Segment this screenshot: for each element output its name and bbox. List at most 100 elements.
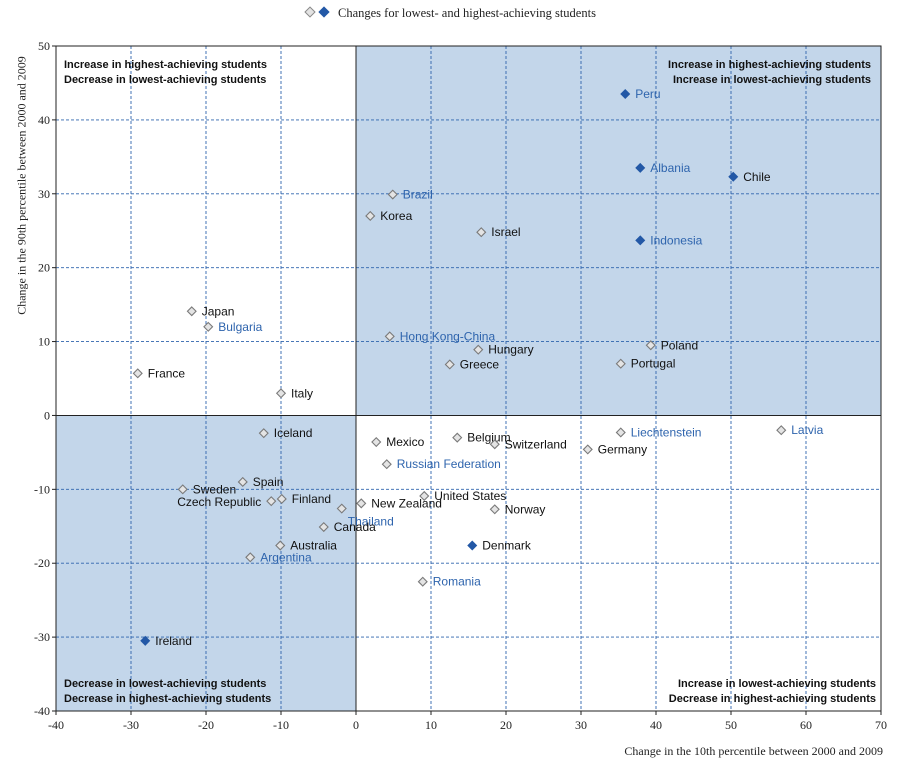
y-tick-label: 30 [38, 187, 50, 201]
point-label-brazil: Brazil [403, 188, 433, 202]
quadrant-label-top-right: Increase in lowest-achieving students [673, 74, 871, 86]
x-tick-label: -10 [273, 718, 289, 732]
point-norway [489, 504, 500, 515]
x-tick-label: 10 [425, 718, 437, 732]
y-tick-label: -10 [34, 482, 50, 496]
point-liechtenstein [615, 427, 626, 438]
point-germany [582, 444, 593, 455]
quadrant-label-bottom-left: Decrease in highest-achieving students [64, 693, 271, 705]
quadrant-label-top-right: Increase in highest-achieving students [668, 59, 871, 71]
x-tick-label: 70 [875, 718, 887, 732]
quadrant-label-bottom-left: Decrease in lowest-achieving students [64, 678, 266, 690]
legend-label: Changes for lowest- and highest-achievin… [338, 6, 596, 20]
point-label-belgium: Belgium [467, 431, 510, 445]
x-tick-label: 50 [725, 718, 737, 732]
point-france [132, 368, 143, 379]
point-japan [186, 306, 197, 317]
point-poland [645, 340, 656, 351]
point-label-poland: Poland [661, 338, 698, 352]
point-albania [635, 162, 646, 173]
point-label-australia: Australia [290, 538, 337, 552]
point-indonesia [635, 235, 646, 246]
point-label-italy: Italy [291, 386, 313, 400]
point-romania [417, 576, 428, 587]
x-tick-label: -20 [198, 718, 214, 732]
y-tick-label: 40 [38, 113, 50, 127]
y-tick-label: 0 [44, 408, 50, 422]
point-label-czech-republic: Czech Republic [177, 495, 261, 509]
point-iceland [258, 428, 269, 439]
point-denmark [467, 540, 478, 551]
point-label-hungary: Hungary [488, 343, 533, 357]
y-tick-label: -30 [34, 630, 50, 644]
x-tick-label: 0 [353, 718, 359, 732]
point-thailand [336, 503, 347, 514]
point-united-states [419, 490, 430, 502]
point-label-ireland: Ireland [155, 634, 192, 648]
y-tick-label: 10 [38, 335, 50, 349]
point-label-romania: Romania [433, 575, 481, 589]
y-tick-label: -40 [34, 704, 50, 718]
point-label-finland: Finland [292, 492, 331, 506]
point-label-greece: Greece [460, 357, 500, 371]
x-axis-label: Change in the 10th percentile between 20… [624, 744, 883, 758]
point-label-japan: Japan [202, 304, 235, 318]
legend: Changes for lowest- and highest-achievin… [304, 6, 596, 21]
point-label-israel: Israel [491, 225, 520, 239]
point-ireland [140, 635, 151, 646]
point-label-mexico: Mexico [386, 435, 424, 449]
point-peru [620, 89, 631, 100]
point-label-canada: Canada [334, 520, 376, 534]
quadrant-label-bottom-right: Increase in lowest-achieving students [678, 678, 876, 690]
point-label-hong-kong-china: Hong Kong-China [400, 329, 496, 343]
point-label-korea: Korea [380, 209, 412, 223]
quadrant-label-top-left: Decrease in lowest-achieving students [64, 74, 266, 86]
point-label-russian-federation: Russian Federation [397, 457, 501, 471]
point-mexico [371, 436, 382, 448]
point-label-peru: Peru [635, 87, 660, 101]
point-new-zealand [356, 498, 367, 509]
x-tick-label: 60 [800, 718, 812, 732]
point-label-switzerland: Switzerland [505, 437, 567, 451]
point-chile [728, 171, 739, 182]
point-portugal [615, 358, 626, 369]
point-label-thailand: Thailand [348, 515, 394, 529]
point-israel [476, 227, 487, 238]
point-brazil [387, 189, 398, 200]
quadrant-label-top-left: Increase in highest-achieving students [64, 59, 267, 71]
x-tick-label: -40 [48, 718, 64, 732]
point-label-liechtenstein: Liechtenstein [631, 425, 702, 439]
point-label-argentina: Argentina [260, 550, 312, 564]
point-label-spain: Spain [253, 475, 284, 489]
point-label-sweden: Sweden [193, 482, 236, 496]
point-label-new-zealand: New Zealand [371, 496, 442, 510]
quadrant-top-right [356, 46, 881, 416]
x-tick-label: 40 [650, 718, 662, 732]
point-spain [237, 476, 248, 488]
point-canada [318, 521, 329, 533]
y-tick-label: -20 [34, 556, 50, 570]
point-hong-kong-china [384, 331, 395, 342]
point-label-united-states: United States [434, 489, 506, 503]
quadrant-label-bottom-right: Decrease in highest-achieving students [669, 693, 876, 705]
x-tick-label: -30 [123, 718, 139, 732]
x-tick-label: 20 [500, 718, 512, 732]
point-korea [365, 210, 376, 222]
point-australia [275, 540, 286, 551]
plot-frame [55, 45, 882, 712]
point-sweden [177, 484, 188, 495]
point-switzerland [489, 439, 500, 450]
x-tick-label: 30 [575, 718, 587, 732]
point-label-germany: Germany [598, 442, 647, 456]
y-axis-label: Change in the 90th percentile between 20… [14, 56, 29, 315]
point-czech-republic [266, 496, 277, 507]
point-label-indonesia: Indonesia [650, 233, 702, 247]
point-italy [275, 388, 287, 399]
point-label-norway: Norway [505, 502, 546, 516]
point-label-iceland: Iceland [274, 426, 313, 440]
point-label-denmark: Denmark [482, 538, 532, 552]
point-label-latvia: Latvia [791, 423, 823, 437]
point-bulgaria [203, 321, 214, 332]
point-russian-federation [381, 459, 392, 470]
